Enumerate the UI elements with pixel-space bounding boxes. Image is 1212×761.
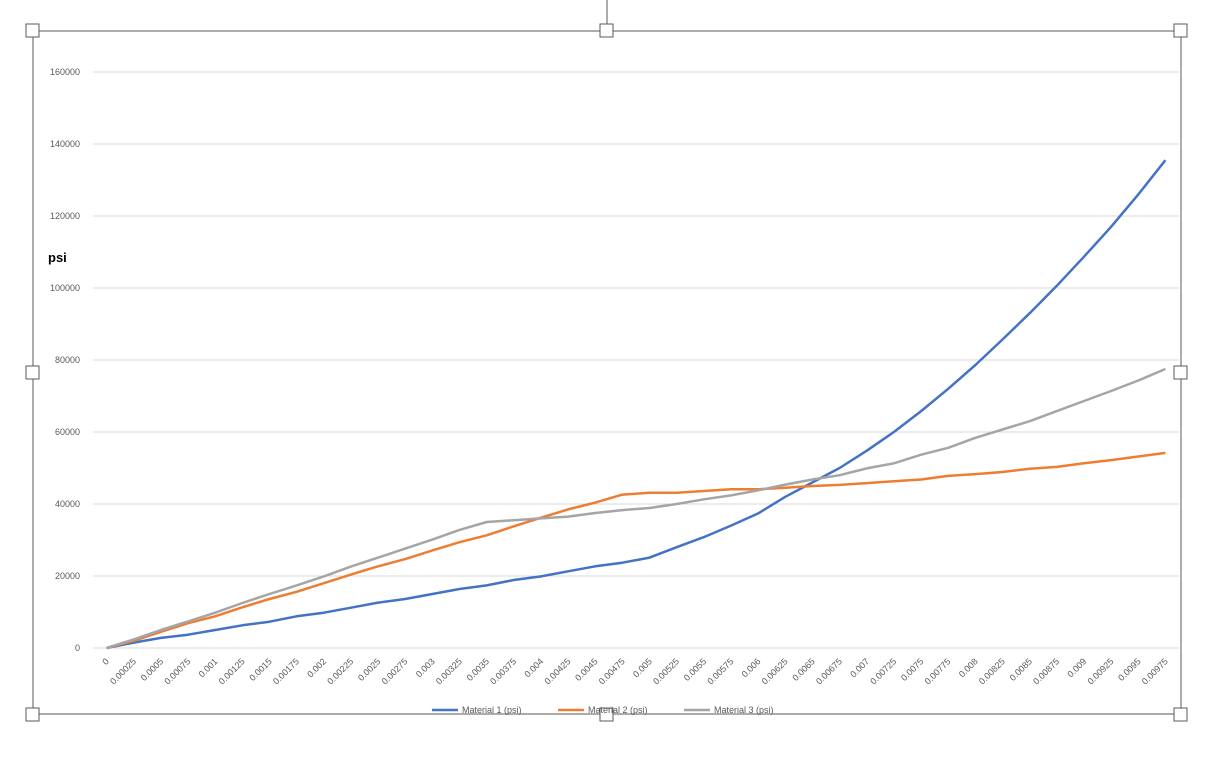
y-tick-label: 60000 <box>55 427 80 437</box>
data-line <box>106 367 1166 650</box>
resize-handle[interactable] <box>599 23 614 38</box>
resize-handle[interactable] <box>25 707 40 722</box>
data-line <box>106 451 1166 650</box>
y-tick-label: 160000 <box>50 67 80 77</box>
y-tick-label: 100000 <box>50 283 80 293</box>
y-tick-label: 80000 <box>55 355 80 365</box>
resize-handle[interactable] <box>25 365 40 380</box>
y-tick-label: 40000 <box>55 499 80 509</box>
resize-handle[interactable] <box>1173 707 1188 722</box>
resize-handle[interactable] <box>1173 365 1188 380</box>
y-tick-label: 140000 <box>50 139 80 149</box>
resize-handle[interactable] <box>25 23 40 38</box>
x-tick-label: 0 <box>100 656 111 667</box>
legend-label: Material 1 (psi) <box>462 705 522 715</box>
y-tick-label: 0 <box>75 643 80 653</box>
y-tick-label: 20000 <box>55 571 80 581</box>
y-axis-label: psi <box>48 250 67 265</box>
legend-label: Material 2 (psi) <box>588 705 648 715</box>
legend-label: Material 3 (psi) <box>714 705 774 715</box>
resize-handle[interactable] <box>1173 23 1188 38</box>
chart-frame <box>32 30 1182 715</box>
selection-handles[interactable] <box>25 23 1188 722</box>
data-line <box>106 159 1167 650</box>
y-tick-label: 120000 <box>50 211 80 221</box>
resize-handle[interactable] <box>599 707 614 722</box>
